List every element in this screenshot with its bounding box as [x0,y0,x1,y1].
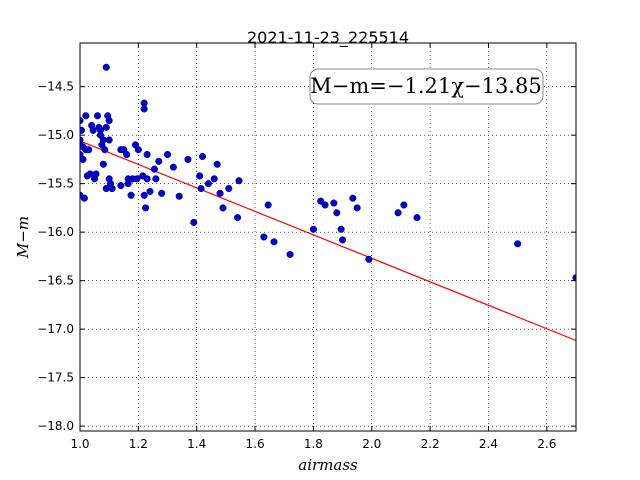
data-point [92,170,100,178]
chart-title: 2021-11-23_225514 [247,28,409,48]
data-point [225,184,233,193]
data-point [82,112,90,120]
data-point [349,194,357,202]
data-point [158,189,166,197]
data-point [123,151,131,159]
y-tick-label: −14.5 [37,80,74,94]
x-tick-label: 1.0 [70,437,89,451]
data-point [108,184,116,193]
data-point [93,112,102,120]
data-point [196,172,204,180]
x-tick-label: 1.8 [304,437,323,451]
data-point [80,155,87,163]
data-point [235,177,243,185]
data-point [339,236,347,244]
data-point [400,201,408,209]
data-point [80,117,84,125]
data-point [155,157,163,165]
data-point [140,191,148,199]
data-point [102,123,110,131]
data-point [210,175,218,183]
data-point [234,214,242,222]
fit-legend-frame [309,68,544,105]
x-axis-label: airmass [298,456,358,474]
data-points [80,63,576,282]
data-point [152,175,160,183]
data-point [102,63,110,71]
x-tick-label: 1.4 [187,437,206,451]
y-tick-label: −15.5 [37,177,74,191]
data-point [333,209,341,217]
data-point [175,192,183,200]
data-point [85,146,93,154]
x-tick-label: 1.6 [246,437,265,451]
y-tick-label: −16.5 [37,274,74,288]
x-tick-label: 2.2 [421,437,440,451]
data-point [394,209,402,217]
data-point [204,180,212,188]
axis-ticks: 1.0 1.2 1.4 1.6 1.8 2.0 2.2 2.4 2.6 −14.5 −15.0 −15… [37,43,576,451]
x-tick-label: 1.2 [129,437,148,451]
data-point [101,146,109,154]
y-tick-label: −16.0 [37,225,74,239]
data-point [572,274,576,282]
data-point [330,199,338,207]
data-point [321,201,329,209]
data-point [216,189,224,197]
data-point [117,182,125,190]
data-point [260,233,268,241]
data-point [99,160,107,168]
data-point [190,218,198,226]
data-point [309,225,317,233]
data-point [286,250,294,259]
data-point [134,146,142,154]
data-point [127,191,135,199]
data-point [163,151,172,159]
data-point [143,151,151,159]
data-point [413,214,421,222]
data-point [124,180,132,188]
data-point [184,155,192,163]
data-point [353,204,361,212]
data-point [140,105,148,113]
data-point [365,255,373,263]
data-point [105,136,113,144]
data-point [213,160,221,168]
y-tick-label: −17.0 [37,322,74,336]
data-point [80,126,86,134]
fit-equation-label: M−m=−1.21χ−13.85 [310,74,541,98]
data-point [142,204,150,212]
fit-legend-box: M−m=−1.21χ−13.85 [309,68,544,105]
y-tick-label: −17.5 [37,371,74,385]
data-point [133,175,141,183]
fit-line [79,140,577,342]
y-tick-label: −18.0 [37,419,74,433]
x-tick-label: 2.6 [537,437,556,451]
data-point [143,175,151,183]
data-point [89,126,97,134]
data-point [80,194,88,202]
x-tick-label: 2.4 [479,437,498,451]
data-point [264,201,272,209]
data-point [105,117,113,125]
data-point [197,184,205,193]
data-point [514,240,522,248]
data-point [146,187,154,195]
plot-frame [79,42,577,432]
data-point [219,204,227,212]
data-point [169,163,177,171]
data-point [198,152,207,161]
x-tick-label: 2.0 [362,437,381,451]
y-axis-label: M−m [14,216,32,259]
data-point [150,165,158,173]
data-point [270,238,278,246]
fit-line-group [79,140,577,342]
data-point [337,225,345,233]
y-tick-label: −15.0 [37,128,74,142]
